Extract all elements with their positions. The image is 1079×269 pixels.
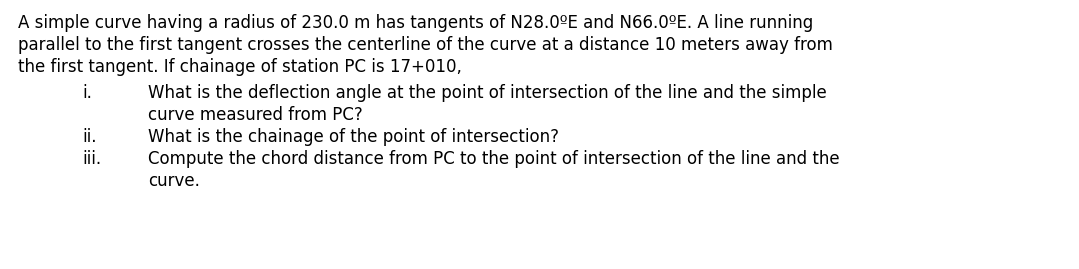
- Text: What is the chainage of the point of intersection?: What is the chainage of the point of int…: [148, 128, 559, 146]
- Text: A simple curve having a radius of 230.0 m has tangents of N28.0ºE and N66.0ºE. A: A simple curve having a radius of 230.0 …: [18, 14, 814, 32]
- Text: iii.: iii.: [82, 150, 101, 168]
- Text: the first tangent. If chainage of station PC is 17+010,: the first tangent. If chainage of statio…: [18, 58, 462, 76]
- Text: i.: i.: [82, 84, 92, 102]
- Text: ii.: ii.: [82, 128, 96, 146]
- Text: parallel to the first tangent crosses the centerline of the curve at a distance : parallel to the first tangent crosses th…: [18, 36, 833, 54]
- Text: What is the deflection angle at the point of intersection of the line and the si: What is the deflection angle at the poin…: [148, 84, 827, 102]
- Text: Compute the chord distance from PC to the point of intersection of the line and : Compute the chord distance from PC to th…: [148, 150, 839, 168]
- Text: curve measured from PC?: curve measured from PC?: [148, 106, 363, 124]
- Text: curve.: curve.: [148, 172, 200, 190]
